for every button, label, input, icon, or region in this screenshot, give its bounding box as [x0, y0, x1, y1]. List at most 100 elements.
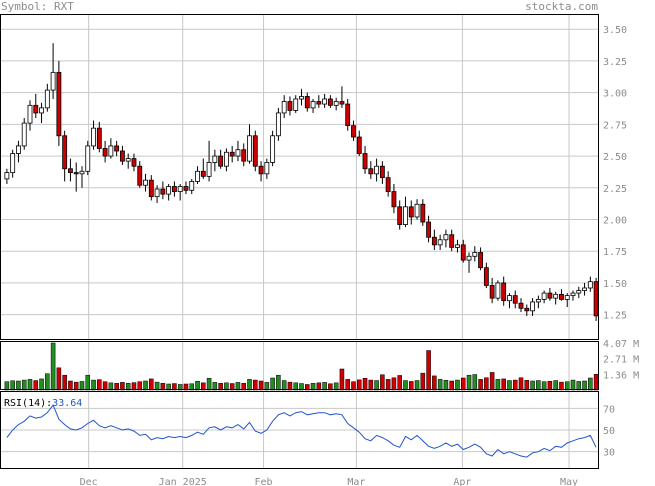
candle-body-down	[258, 165, 264, 175]
candle	[44, 83, 50, 112]
candle-body-down	[287, 101, 293, 111]
volume-bar	[62, 374, 67, 391]
candle	[131, 153, 137, 172]
volume-bar	[102, 381, 108, 391]
candle-body-up	[125, 158, 131, 162]
candle-body-up	[275, 112, 281, 137]
panel-frames	[0, 14, 599, 469]
price-tick-label: 2.00	[603, 215, 627, 226]
volume-bar	[403, 380, 408, 391]
candle-body-up	[437, 239, 443, 246]
candle	[39, 102, 44, 124]
candle-body-up	[553, 293, 559, 299]
volume-bar	[108, 382, 114, 391]
candle-body-up	[195, 170, 200, 182]
candle-body-up	[466, 255, 472, 261]
symbol-label: Symbol: RXT	[1, 0, 74, 13]
candle	[108, 138, 114, 159]
volume-bar	[143, 380, 148, 391]
candle	[16, 140, 21, 163]
candle-body-up	[4, 172, 10, 180]
price-candles	[4, 43, 599, 321]
candle-body-down	[356, 136, 362, 154]
candle	[518, 298, 524, 313]
volume-bar	[316, 382, 322, 391]
price-tick-label: 2.25	[603, 184, 627, 195]
candle-body-up	[21, 122, 27, 147]
candle	[195, 166, 200, 184]
candle-body-up	[564, 295, 570, 300]
candle-body-up	[507, 295, 512, 302]
volume-bar	[397, 375, 402, 391]
candle-body-up	[333, 101, 339, 106]
candle-body-down	[252, 135, 258, 167]
candle	[148, 175, 154, 201]
candle-body-down	[420, 203, 426, 223]
candle	[501, 276, 507, 306]
volume-bar	[73, 381, 79, 391]
candle-body-down	[131, 158, 137, 167]
rsi-axis: 70 50 30	[603, 404, 615, 458]
volume-bar	[125, 383, 131, 391]
candle	[466, 252, 472, 273]
price-tick-label: 3.50	[603, 25, 627, 36]
candle	[4, 168, 10, 184]
candle-body-up	[495, 282, 501, 299]
candle-body-down	[229, 151, 235, 157]
volume-bar	[449, 380, 454, 391]
volume-bar	[559, 381, 564, 391]
candle-body-up	[39, 107, 44, 114]
candle-body-up	[189, 181, 195, 191]
candle-body-down	[339, 101, 345, 105]
candle	[218, 149, 224, 169]
candle	[535, 295, 541, 309]
candle-body-down	[62, 135, 68, 170]
rsi-value: 33.64	[52, 398, 82, 409]
candle	[541, 290, 547, 304]
candle-body-up	[472, 252, 478, 257]
candle-body-up	[455, 244, 460, 248]
candle-body-down	[316, 101, 322, 105]
volume-bar	[530, 380, 535, 391]
candle-body-up	[235, 149, 241, 157]
candle	[333, 97, 339, 111]
price-tick-label: 3.25	[603, 57, 627, 68]
volume-bar	[131, 382, 137, 391]
candle	[154, 185, 160, 204]
candle-body-up	[403, 206, 408, 225]
volume-bar	[50, 342, 56, 391]
volume-bar	[564, 381, 570, 391]
volume-bar	[45, 373, 50, 391]
x-tick-label: Mar	[347, 477, 365, 486]
candle	[287, 96, 293, 116]
candle-body-up	[374, 165, 380, 175]
candle-body-down	[449, 234, 455, 248]
candle	[507, 293, 512, 309]
volume-bar	[460, 377, 466, 391]
volume-bar	[385, 379, 391, 391]
volume-bar	[4, 381, 10, 391]
volume-bar	[437, 379, 443, 391]
volume-bar	[241, 383, 247, 391]
candle-body-down	[148, 179, 154, 198]
candle	[403, 196, 408, 228]
candle-body-up	[10, 153, 16, 173]
volume-bar	[576, 381, 582, 391]
rsi-title: RSI(14):33.64	[4, 398, 82, 409]
price-grid	[0, 14, 599, 390]
x-tick-label: Dec	[80, 477, 98, 486]
panel-frame	[0, 14, 599, 340]
x-axis: Dec Jan 2025 Feb Mar Apr May	[80, 477, 578, 486]
candle-body-down	[460, 244, 466, 261]
candle-body-up	[322, 98, 328, 105]
price-tick-label: 3.00	[603, 89, 627, 100]
rsi-tick-label: 70	[603, 404, 615, 415]
candle	[431, 229, 437, 250]
volume-bar	[247, 379, 252, 391]
volume-bar	[97, 379, 102, 391]
candle-body-down	[379, 165, 385, 179]
candle-body-down	[218, 155, 224, 167]
candle	[206, 140, 212, 182]
candle	[322, 93, 328, 108]
volume-bar	[374, 380, 379, 391]
